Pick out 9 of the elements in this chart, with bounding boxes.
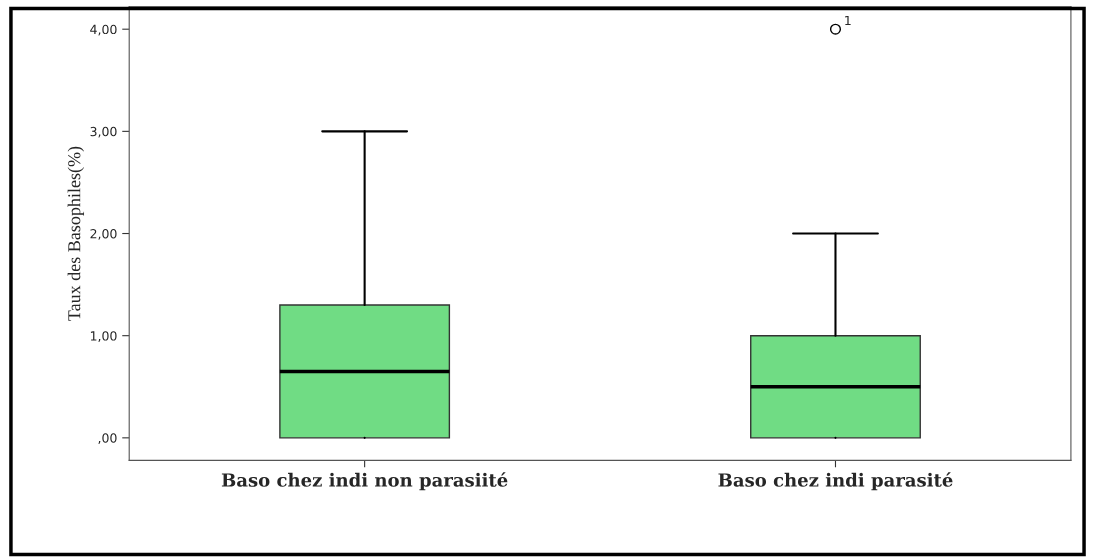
x-tick-label: Baso chez indi non parasiité — [221, 472, 508, 491]
y-axis-title: Taux des Basophiles(%) — [67, 146, 85, 321]
y-tick-label: 1,00 — [90, 331, 117, 342]
y-tick-label: ,00 — [98, 433, 117, 445]
y-tick-label: 4,00 — [90, 24, 117, 36]
y-tick-label: 2,00 — [90, 228, 117, 240]
annotation: 1 — [845, 15, 851, 26]
x-tick-label: Baso chez indi parasité — [718, 472, 953, 491]
y-tick-label: 3,00 — [90, 126, 117, 138]
